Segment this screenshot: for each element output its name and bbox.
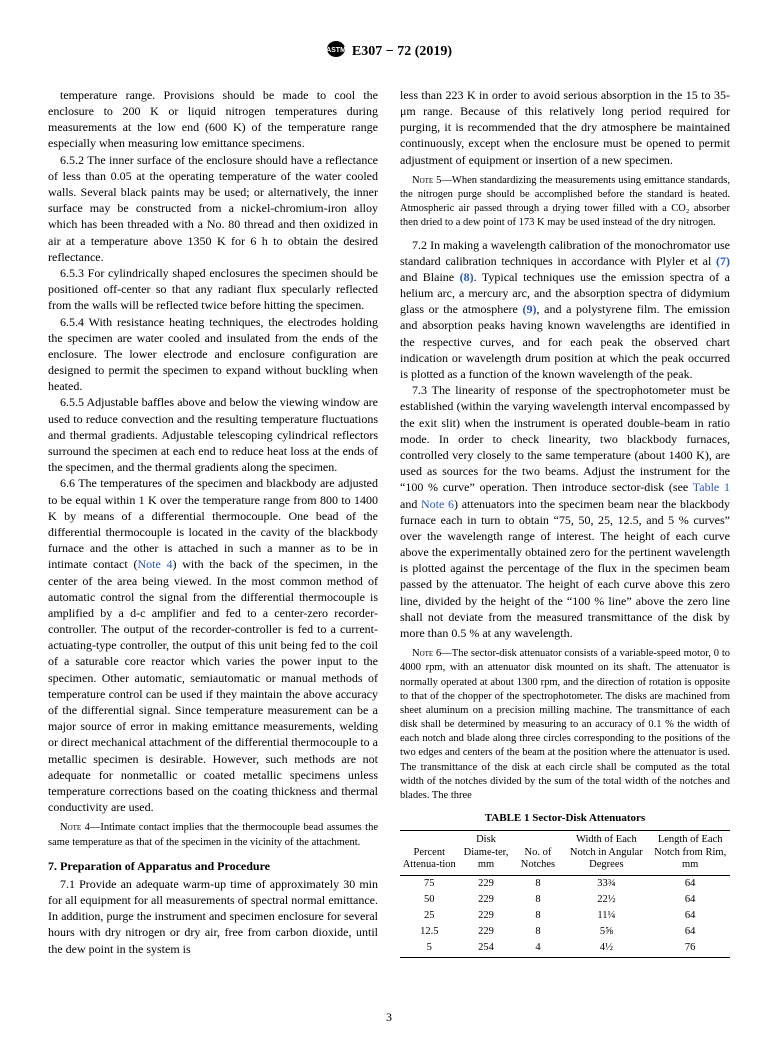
body-columns: temperature range. Provisions should be … (48, 87, 730, 987)
note-6-text: 6—The sector-disk attenuator consists of… (400, 648, 730, 801)
para-73: 7.3 The linearity of response of the spe… (400, 382, 730, 641)
note4-ref[interactable]: Note 4 (137, 557, 172, 571)
th-diameter: Disk Diame-ter, mm (459, 830, 514, 875)
note-6: Note 6—The sector-disk attenuator consis… (400, 647, 730, 803)
note-label: Note (412, 175, 436, 186)
ref-9[interactable]: (9) (522, 302, 536, 316)
note-5-text: 5—When standardizing the measurements us… (400, 175, 730, 229)
ref-7[interactable]: (7) (716, 254, 730, 268)
table-1: TABLE 1 Sector-Disk Attenuators Percent … (400, 811, 730, 957)
note-5: Note 5—When standardizing the measuremen… (400, 174, 730, 231)
table1-ref[interactable]: Table 1 (693, 480, 730, 494)
note-label: Note (412, 648, 436, 659)
note6-ref[interactable]: Note 6 (421, 497, 454, 511)
table-row: 50229822½64 (400, 892, 730, 908)
th-attenuation: Percent Attenua-tion (400, 830, 459, 875)
th-notches: No. of Notches (514, 830, 563, 875)
para-66b: ) with the back of the specimen, in the … (48, 557, 378, 814)
para-66: 6.6 The temperatures of the specimen and… (48, 475, 378, 815)
page-number: 3 (0, 1009, 778, 1025)
table-row: 12.522985⅝64 (400, 924, 730, 940)
p73c: ) attenuators into the specimen beam nea… (400, 497, 730, 641)
para-655: 6.5.5 Adjustable baffles above and below… (48, 394, 378, 475)
para-72: 7.2 In making a wavelength calibration o… (400, 237, 730, 383)
table-row: 25229811¼64 (400, 908, 730, 924)
table-body: 75229833¾64 50229822½64 25229811¼64 12.5… (400, 875, 730, 957)
ref-8[interactable]: (8) (460, 270, 474, 284)
sector-disk-table: Percent Attenua-tion Disk Diame-ter, mm … (400, 830, 730, 958)
para-71: 7.1 Provide an adequate warm-up time of … (48, 876, 378, 957)
designation: E307 − 72 (2019) (352, 43, 452, 62)
table-header-row: Percent Attenua-tion Disk Diame-ter, mm … (400, 830, 730, 875)
table-row: 525444½76 (400, 940, 730, 957)
note-label: Note (60, 822, 85, 833)
page-header: ASTM E307 − 72 (2019) (48, 40, 730, 65)
para-71-cont: less than 223 K in order to avoid seriou… (400, 87, 730, 168)
th-length: Length of Each Notch from Rim, mm (650, 830, 730, 875)
table-row: 75229833¾64 (400, 875, 730, 892)
para-654: 6.5.4 With resistance heating techniques… (48, 314, 378, 395)
para-653: 6.5.3 For cylindrically shaped enclosure… (48, 265, 378, 314)
note-4: Note 4—Intimate contact implies that the… (48, 821, 378, 849)
th-width: Width of Each Notch in Angular Degrees (562, 830, 650, 875)
p73a: 7.3 The linearity of response of the spe… (400, 383, 730, 494)
para-652: 6.5.2 The inner surface of the enclosure… (48, 152, 378, 265)
para-temp-range: temperature range. Provisions should be … (48, 87, 378, 152)
p72a: 7.2 In making a wavelength calibration o… (400, 238, 730, 268)
section-7-heading: 7. Preparation of Apparatus and Procedur… (48, 858, 378, 874)
astm-logo: ASTM (326, 40, 346, 65)
p72b: and Blaine (400, 270, 460, 284)
note-4-text: 4—Intimate contact implies that the ther… (48, 822, 378, 847)
table-1-title: TABLE 1 Sector-Disk Attenuators (400, 811, 730, 826)
svg-text:ASTM: ASTM (326, 47, 346, 54)
p73b: and (400, 497, 421, 511)
